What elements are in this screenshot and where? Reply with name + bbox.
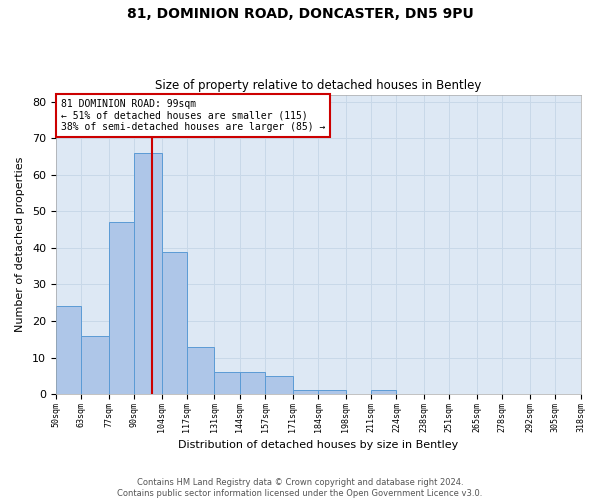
Text: Contains HM Land Registry data © Crown copyright and database right 2024.
Contai: Contains HM Land Registry data © Crown c…	[118, 478, 482, 498]
Bar	[265, 376, 293, 394]
Bar	[134, 153, 161, 394]
Bar	[240, 372, 265, 394]
X-axis label: Distribution of detached houses by size in Bentley: Distribution of detached houses by size …	[178, 440, 458, 450]
Text: 81 DOMINION ROAD: 99sqm
← 51% of detached houses are smaller (115)
38% of semi-d: 81 DOMINION ROAD: 99sqm ← 51% of detache…	[61, 99, 325, 132]
Bar	[318, 390, 346, 394]
Bar	[109, 222, 134, 394]
Bar	[371, 390, 397, 394]
Y-axis label: Number of detached properties: Number of detached properties	[15, 156, 25, 332]
Bar	[187, 346, 214, 394]
Bar	[161, 252, 187, 394]
Text: 81, DOMINION ROAD, DONCASTER, DN5 9PU: 81, DOMINION ROAD, DONCASTER, DN5 9PU	[127, 8, 473, 22]
Bar	[293, 390, 318, 394]
Bar	[214, 372, 240, 394]
Bar	[56, 306, 81, 394]
Bar	[81, 336, 109, 394]
Title: Size of property relative to detached houses in Bentley: Size of property relative to detached ho…	[155, 79, 481, 92]
